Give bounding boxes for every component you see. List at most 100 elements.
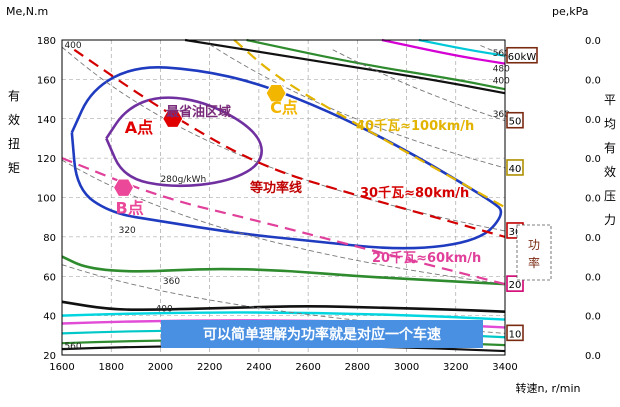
operating-point-label: B点	[116, 199, 144, 218]
operating-point-marker	[112, 178, 135, 197]
power-tag-label: 20	[509, 280, 522, 291]
x-axis-label: 转速n, r/min	[516, 381, 581, 395]
right-tick-label: 0.0	[585, 154, 601, 165]
speed-line	[73, 48, 506, 238]
right-vertical-char: 有	[604, 141, 616, 155]
speed-line-label: 20千瓦≈60km/h	[372, 250, 481, 266]
contour-label: 560	[493, 49, 510, 59]
high-load-contour	[246, 38, 506, 91]
speed-line	[61, 157, 506, 286]
power-line	[61, 46, 506, 232]
x-tick-label: 1600	[49, 362, 74, 373]
y-tick-label: 40	[43, 312, 56, 323]
region-label: 最省油区域	[166, 104, 231, 120]
contour-label: 480	[493, 65, 510, 75]
left-vertical-char: 矩	[8, 161, 20, 175]
contour-label: 320	[119, 226, 136, 236]
high-load-contour	[184, 38, 506, 95]
x-tick-label: 3000	[394, 362, 419, 373]
speed-line-label: 30千瓦≈80km/h	[360, 185, 469, 201]
power-tag-box	[506, 46, 538, 64]
y-tick-label: 20	[43, 351, 56, 362]
right-tick-label: 0.0	[585, 115, 601, 126]
power-tag-label: 40	[509, 164, 522, 175]
right-tick-label: 0.0	[585, 233, 601, 244]
operating-point-marker	[162, 109, 184, 128]
banner-box	[161, 320, 483, 348]
right-vertical-char: 力	[604, 213, 616, 227]
power-line	[480, 45, 506, 57]
bsfc-contour	[61, 300, 506, 313]
right-vertical-char: 压	[604, 189, 616, 203]
power-tags: 60kW 50 40 30 20 10	[506, 46, 538, 342]
y-tick-label: 80	[43, 233, 56, 244]
banner-text: 可以简单理解为功率就是对应一个车速	[203, 326, 441, 343]
left-vertical-char: 效	[8, 112, 20, 127]
y-tick-label: 160	[37, 75, 56, 86]
x-tick-label: 2200	[197, 362, 222, 373]
x-tick-label: 3200	[443, 362, 468, 373]
power-tag-box	[506, 324, 524, 342]
operating-points: A点 B点 C点	[112, 83, 298, 218]
y-tick-labels: 20 40 60 80 100 120 140 160 180	[37, 36, 56, 362]
x-tick-label: 1800	[98, 362, 123, 373]
annotation-labels: 30千瓦≈80km/h 40千瓦≈100km/h 20千瓦≈60km/h	[356, 118, 481, 266]
low-load-contour	[61, 311, 506, 321]
right-vertical-char: 效	[604, 164, 616, 179]
power-side-label: 功率	[528, 238, 540, 270]
right-tick-label: 0.0	[585, 312, 601, 323]
power-tag-box	[506, 111, 524, 129]
contour-label: 400	[64, 41, 81, 51]
left-vertical-char: 扭	[8, 137, 20, 151]
right-vertical-char: 平	[604, 93, 616, 107]
power-line-label: 等功率线	[249, 180, 302, 196]
bsfc-contour	[61, 255, 506, 286]
power-tag-label: 60kW	[508, 52, 537, 63]
speed-line	[233, 39, 506, 209]
y-right-axis-label: pe,kPa	[552, 5, 589, 18]
power-line	[209, 44, 506, 169]
right-tick-label: 0.0	[585, 351, 601, 362]
contour-label: 400	[493, 76, 510, 86]
right-tick-labels: 0.0 0.0 0.0 0.0 0.0 0.0 0.0 0.0 0.0	[585, 36, 601, 362]
right-tick-label: 0.0	[585, 272, 601, 283]
x-tick-labels: 1600 1800 2000 2200 2400 2600 2800 3000 3200 3400	[49, 362, 517, 373]
y-tick-label: 120	[37, 154, 56, 165]
speed-line-label: 40千瓦≈100km/h	[356, 118, 474, 134]
bsfc-contour	[105, 96, 263, 188]
high-load-contour	[381, 38, 506, 65]
y-tick-label: 100	[37, 194, 56, 205]
right-tick-label: 0.0	[585, 194, 601, 205]
bsfc-contour	[70, 65, 503, 250]
power-line	[61, 159, 506, 285]
y-tick-label: 60	[43, 272, 56, 283]
operating-point-label: C点	[270, 98, 298, 117]
annotation-lines	[61, 39, 506, 286]
contour-label: 560	[64, 342, 81, 352]
x-tick-label: 2800	[345, 362, 370, 373]
contour-label: 400	[156, 305, 173, 315]
contour-label: 360	[163, 277, 180, 287]
x-tick-label: 2600	[295, 362, 320, 373]
left-vertical-char: 有	[8, 89, 20, 103]
bsfc-contours	[61, 38, 506, 353]
right-vertical-char: 均	[604, 117, 616, 131]
x-tick-label: 2000	[148, 362, 173, 373]
power-tag-label: 10	[509, 329, 522, 340]
y-axis-label: Me,N.m	[6, 5, 48, 18]
y-tick-label: 140	[37, 115, 56, 126]
plot-frame	[61, 39, 506, 356]
operating-point-label: A点	[125, 118, 153, 137]
contour-label: 360	[493, 110, 510, 120]
y-tick-label: 180	[37, 36, 56, 47]
x-tick-label: 2400	[246, 362, 271, 373]
right-tick-label: 0.0	[585, 36, 601, 47]
contour-label: 280g/kWh	[160, 175, 206, 185]
right-tick-label: 0.0	[585, 75, 601, 86]
power-tag-box	[506, 159, 524, 176]
x-tick-label: 3400	[492, 362, 517, 373]
